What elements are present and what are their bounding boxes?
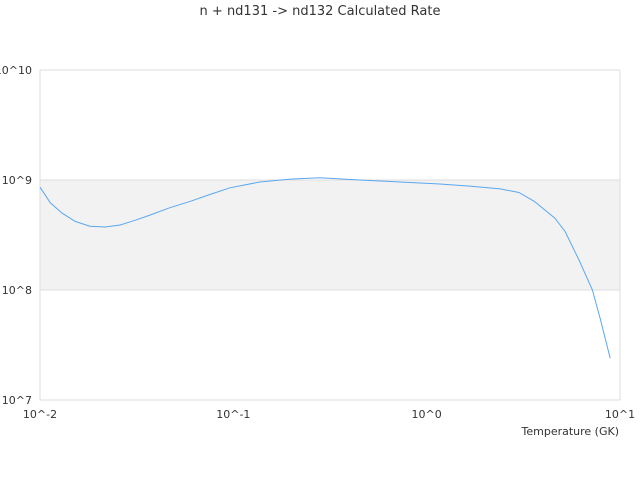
plot-band: [40, 70, 620, 180]
y-tick-label: 10^7: [2, 394, 32, 407]
series-line: [39, 177, 611, 359]
x-axis-label: Temperature (GK): [521, 425, 620, 438]
y-tick-label: 10^9: [2, 174, 32, 187]
x-tick-label: 10^-2: [23, 408, 57, 421]
y-tick-label: 10^8: [2, 284, 32, 297]
y-tick-label: 10^10: [0, 64, 32, 77]
x-tick-label: 10^1: [605, 408, 635, 421]
plot-band: [40, 180, 620, 290]
x-tick-label: 10^0: [412, 408, 442, 421]
plot-band: [40, 290, 620, 400]
x-tick-label: 10^-1: [216, 408, 250, 421]
chart-title: n + nd131 -> nd132 Calculated Rate: [199, 4, 441, 19]
